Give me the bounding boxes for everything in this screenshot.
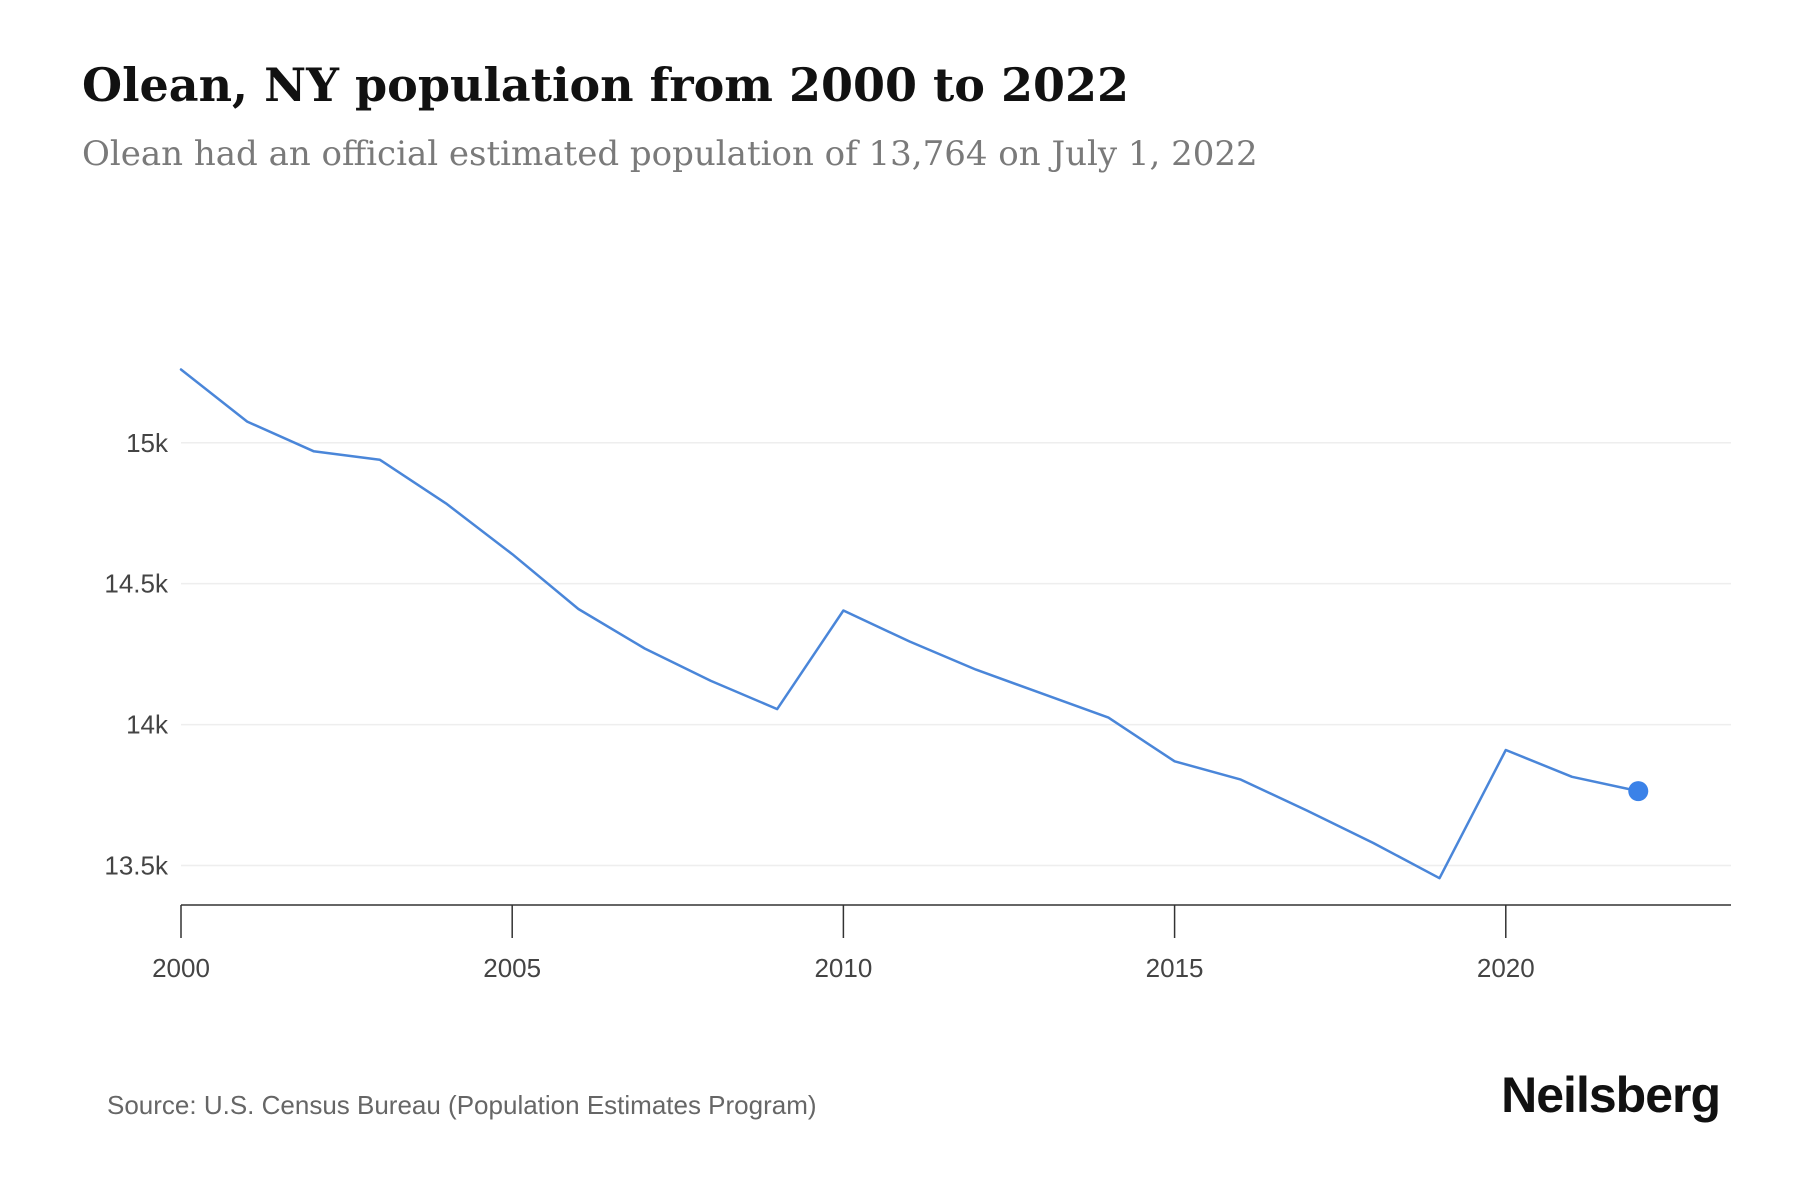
neilsberg-logo: Neilsberg [1501,1067,1721,1123]
y-tick-label: 14k [126,710,169,740]
x-tick-label: 2020 [1477,953,1535,983]
source-note: Source: U.S. Census Bureau (Population E… [107,1090,817,1120]
x-tick-label: 2010 [814,953,872,983]
y-tick-label: 13.5k [104,851,169,881]
chart-title: Olean, NY population from 2000 to 2022 [82,58,1129,112]
chart-subtitle: Olean had an official estimated populati… [82,134,1258,174]
y-tick-label: 15k [126,428,169,458]
x-tick-label: 2015 [1146,953,1204,983]
x-tick-label: 2000 [152,953,210,983]
x-tick-label: 2005 [483,953,541,983]
last-point-marker [1628,781,1649,802]
x-axis: 2000 2005 2010 2015 2020 [152,904,1731,983]
y-axis-labels: 13.5k 14k 14.5k 15k [104,428,169,881]
gridlines [181,442,1731,867]
series-population [179,368,1649,880]
y-tick-label: 14.5k [104,569,169,599]
series-line-population [179,368,1640,880]
